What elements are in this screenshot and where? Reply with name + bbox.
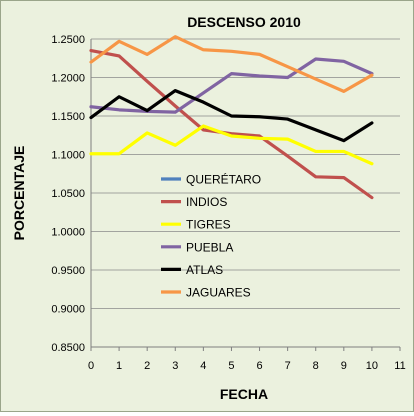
y-tick-label: 1.2500 [51, 34, 85, 46]
series-line-indios [89, 48, 374, 200]
x-tick-label: 11 [394, 360, 405, 372]
y-tick-label: 0.9500 [51, 265, 85, 277]
y-tick-label: 1.1500 [51, 111, 85, 123]
x-tick-label: 7 [285, 360, 291, 372]
x-tick-label: 8 [313, 360, 319, 372]
legend-label-indios: INDIOS [186, 195, 227, 209]
y-tick-label: 1.1000 [51, 150, 85, 162]
series-line-atlas [89, 88, 374, 143]
y-tick-label: 1.0000 [51, 227, 85, 239]
x-tick-labels: 0 1 2 3 4 5 6 7 8 9 10 11 [88, 360, 406, 372]
y-tick-label: 1.2000 [51, 73, 85, 85]
legend-label-puebla: PUEBLA [186, 240, 233, 254]
x-tick-label: 2 [144, 360, 150, 372]
x-tick-label: 0 [88, 360, 94, 372]
x-axis-label: FECHA [220, 386, 268, 402]
x-tick-label: 6 [256, 360, 262, 372]
y-axis-label: PORCENTAJE [11, 146, 27, 241]
legend-label-tigres: TIGRES [186, 218, 231, 232]
series-line-jaguares [89, 35, 374, 93]
axes [90, 39, 401, 351]
y-tick-labels: 0.8500 0.9000 0.9500 1.0000 1.0500 1.1000 1.15… [51, 34, 85, 354]
x-tick-label: 5 [228, 360, 234, 372]
series-line-puebla [89, 57, 374, 114]
legend-label-atlas: ATLAS [186, 263, 223, 277]
legend: QUERÉTARO INDIOS TIGRES PUEBLA ATLAS JAGUARES [161, 172, 261, 300]
legend-label-quer-taro: QUERÉTARO [186, 172, 261, 187]
x-tick-label: 10 [366, 360, 378, 372]
chart-title: DESCENSO 2010 [187, 14, 301, 30]
y-tick-label: 0.9000 [51, 304, 85, 316]
x-tick-label: 1 [116, 360, 122, 372]
series-lines [89, 35, 374, 200]
series-line-tigres [89, 124, 374, 166]
legend-label-jaguares: JAGUARES [186, 286, 251, 300]
x-tick-label: 9 [341, 360, 347, 372]
x-tick-label: 3 [172, 360, 178, 372]
y-tick-label: 1.0500 [51, 188, 85, 200]
y-tick-label: 0.8500 [51, 342, 85, 354]
x-tick-label: 4 [200, 360, 206, 372]
